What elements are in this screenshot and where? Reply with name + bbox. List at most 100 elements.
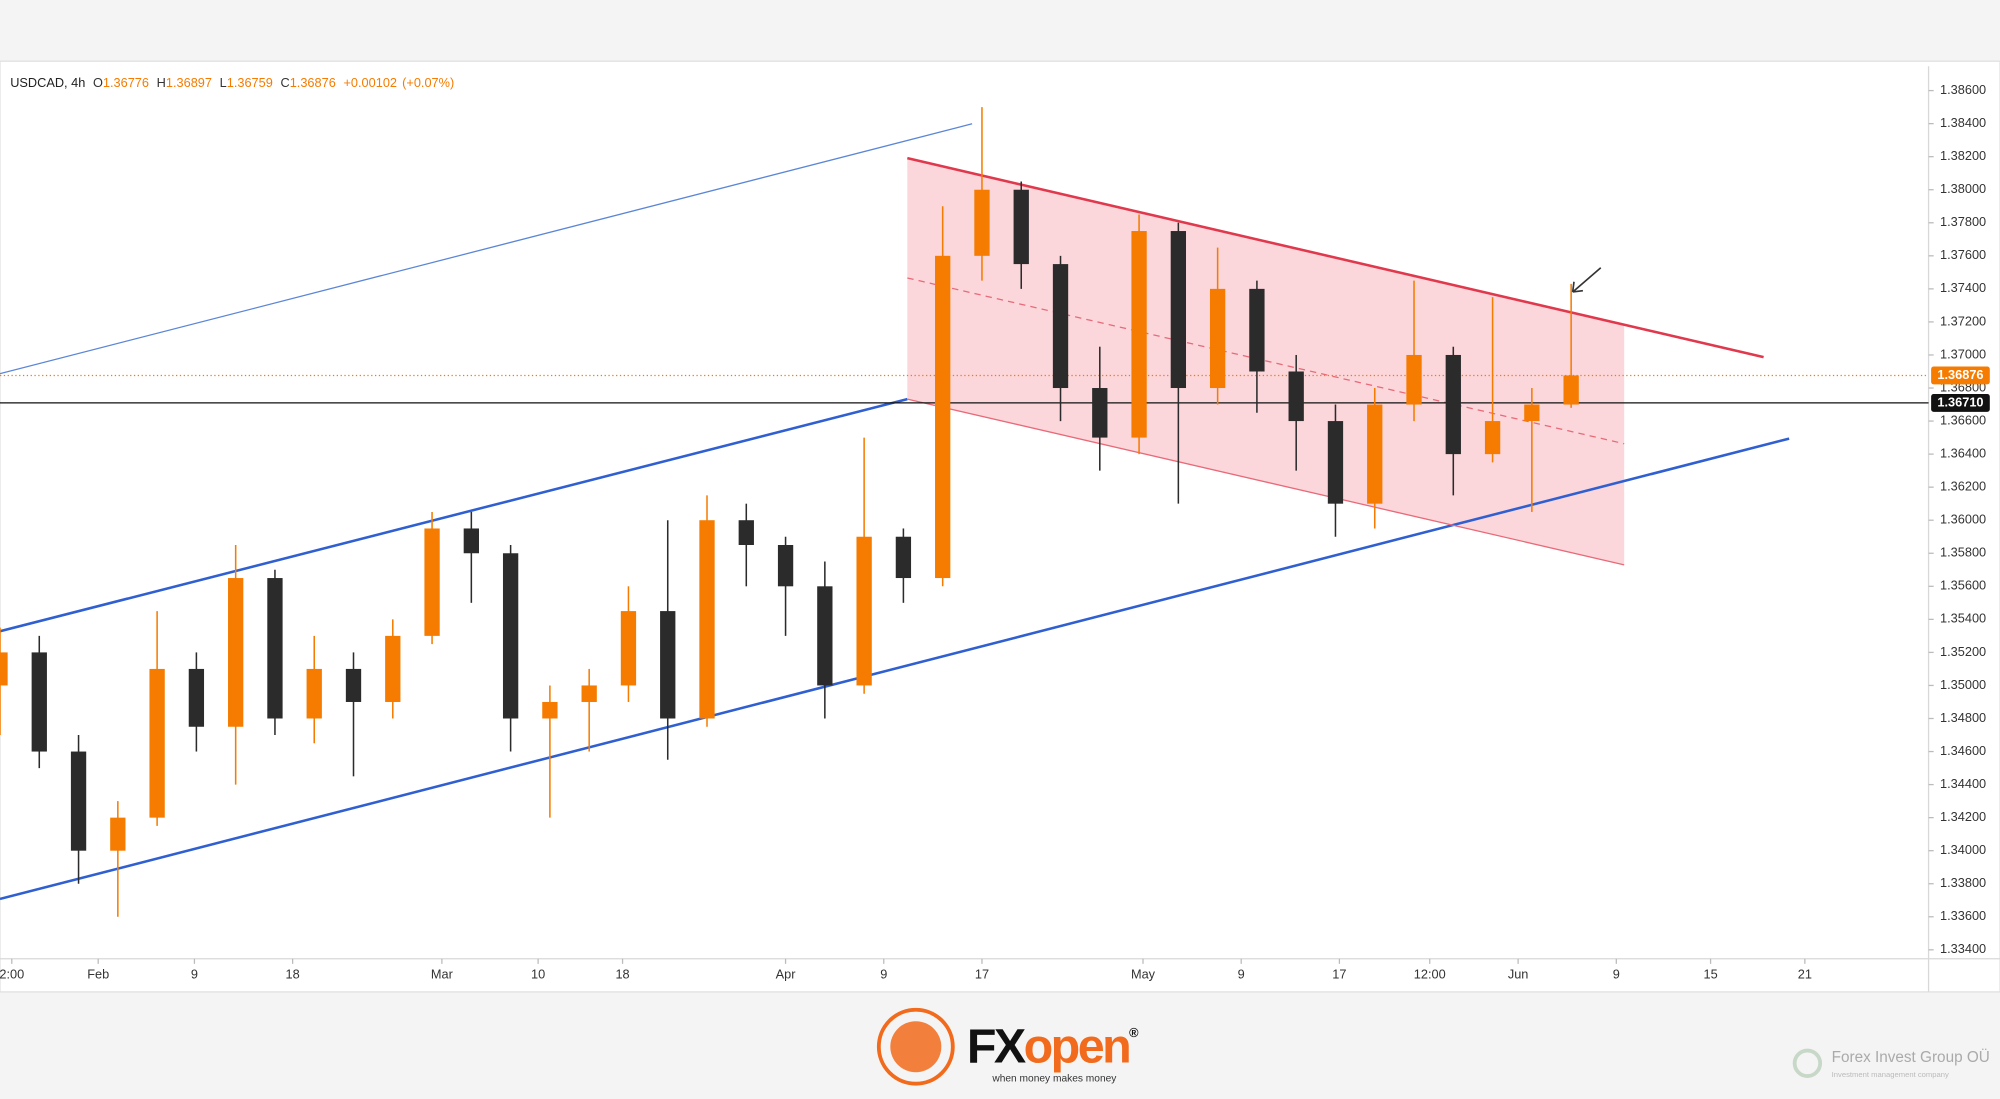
x-tick-label: Feb bbox=[87, 967, 109, 982]
candle-layer bbox=[0, 107, 1579, 917]
x-tick-label: 17 bbox=[1332, 967, 1346, 982]
brand-b: open bbox=[1024, 1019, 1130, 1073]
legend-key: C bbox=[280, 76, 289, 91]
y-tick-label: 1.37000 bbox=[1940, 346, 1986, 361]
ohlc-legend: USDCAD, 4h O1.36776 H1.36897 L1.36759 C1.368… bbox=[10, 76, 454, 91]
x-tick-label: 17 bbox=[975, 967, 989, 982]
candle-body bbox=[1484, 421, 1501, 455]
y-tick-label: 1.34400 bbox=[1940, 776, 1986, 791]
legend-key: H bbox=[157, 76, 166, 91]
candle-body bbox=[895, 536, 912, 579]
axis-layer: 1.33400 1.33600 1.33800 1.34000 1.34200 1.344… bbox=[0, 82, 1990, 982]
candle-body bbox=[502, 553, 519, 719]
y-tick-label: 1.36400 bbox=[1940, 445, 1986, 460]
company-name: Forex Invest Group OÜ bbox=[1832, 1048, 1990, 1066]
x-tick-label: Jun bbox=[1508, 967, 1529, 982]
candle-body bbox=[110, 817, 126, 851]
candle-body bbox=[542, 701, 558, 719]
x-tick-label: 9 bbox=[1613, 967, 1620, 982]
fill-layer bbox=[907, 158, 1625, 565]
legend-value: 1.36897 bbox=[166, 76, 212, 91]
y-tick-label: 1.33600 bbox=[1940, 908, 1986, 923]
x-tick-label: 18 bbox=[286, 967, 300, 982]
candle-body bbox=[1406, 354, 1422, 405]
candle-body bbox=[188, 668, 205, 727]
candle-body bbox=[620, 611, 637, 686]
legend-key: O bbox=[93, 76, 103, 91]
y-tick-label: 1.35600 bbox=[1940, 578, 1986, 593]
company: Forex Invest Group OÜ Investment managem… bbox=[1792, 1048, 1990, 1079]
y-tick-label: 1.35400 bbox=[1940, 611, 1986, 626]
price-label: 1.36710 bbox=[1937, 394, 1983, 409]
tagline: when money makes money bbox=[991, 1073, 1117, 1084]
change: +0.00102 bbox=[343, 76, 397, 91]
x-tick-label: 12:00 bbox=[1414, 967, 1446, 982]
arrow-annotation bbox=[1571, 267, 1602, 293]
x-tick-label: 15 bbox=[1703, 967, 1717, 982]
y-tick-label: 1.36000 bbox=[1940, 512, 1986, 527]
logo: FXopen® when money makes money bbox=[876, 1007, 1142, 1086]
x-tick-label: 9 bbox=[191, 967, 198, 982]
candle-body bbox=[424, 528, 440, 636]
x-tick-label: 18 bbox=[615, 967, 629, 982]
candle-body bbox=[974, 189, 990, 256]
trendline bbox=[0, 397, 908, 633]
channel-fill bbox=[907, 158, 1625, 565]
candle-body bbox=[1131, 231, 1147, 438]
y-tick-label: 1.38200 bbox=[1940, 148, 1986, 163]
y-tick-label: 1.36200 bbox=[1940, 479, 1986, 494]
brand-a: FX bbox=[967, 1019, 1026, 1073]
candle-body bbox=[1092, 388, 1108, 438]
x-tick-label: 10 bbox=[531, 967, 545, 982]
candle-body bbox=[1209, 288, 1226, 389]
change-pct: (+0.07%) bbox=[402, 76, 454, 91]
x-tick-label: 9 bbox=[1238, 967, 1245, 982]
y-tick-label: 1.38000 bbox=[1940, 181, 1986, 196]
y-tick-label: 1.36600 bbox=[1940, 412, 1986, 427]
candle-body bbox=[228, 578, 244, 727]
y-tick-label: 1.33400 bbox=[1940, 941, 1986, 956]
legend-key: L bbox=[220, 76, 227, 91]
candle-body bbox=[660, 611, 676, 719]
trendline bbox=[0, 437, 1790, 901]
candle-body bbox=[856, 536, 872, 686]
candle-body bbox=[817, 586, 833, 686]
trendline bbox=[907, 398, 1625, 566]
candle-body bbox=[70, 751, 87, 851]
candle-body bbox=[306, 668, 322, 719]
candle-body bbox=[1249, 288, 1265, 372]
trendline bbox=[0, 123, 973, 375]
x-tick-label: May bbox=[1131, 967, 1156, 982]
symbol: USDCAD, 4h bbox=[10, 76, 85, 91]
x-tick-label: 21 bbox=[1798, 967, 1812, 982]
y-tick-label: 1.35800 bbox=[1940, 545, 1986, 560]
y-tick-label: 1.37200 bbox=[1940, 313, 1986, 328]
line-layer bbox=[0, 123, 1929, 901]
logo-ring bbox=[876, 1007, 955, 1086]
price-label: 1.36876 bbox=[1937, 367, 1983, 382]
candle-body bbox=[1013, 189, 1029, 265]
candle-body bbox=[777, 544, 794, 587]
x-tick-label: Apr bbox=[776, 967, 797, 982]
price-label-box bbox=[1931, 393, 1990, 412]
logo-emblem bbox=[890, 1021, 942, 1073]
trendline bbox=[907, 277, 1625, 445]
candle-body bbox=[385, 635, 401, 702]
x-tick-label: Mar bbox=[431, 967, 454, 982]
candle-body bbox=[1170, 231, 1187, 389]
x-tick-label: 9 bbox=[880, 967, 887, 982]
candle-body bbox=[345, 668, 362, 702]
candle-body bbox=[463, 528, 479, 554]
candle-body bbox=[1367, 404, 1383, 504]
candle-body bbox=[1288, 371, 1304, 422]
company-icon bbox=[1792, 1048, 1823, 1078]
candle-body bbox=[581, 685, 597, 702]
candle-body bbox=[699, 520, 715, 719]
y-tick-label: 1.34600 bbox=[1940, 743, 1986, 758]
y-tick-label: 1.38400 bbox=[1940, 115, 1986, 130]
y-tick-label: 1.35200 bbox=[1940, 644, 1986, 659]
candle-body bbox=[1445, 354, 1461, 455]
price-label-box bbox=[1931, 366, 1990, 385]
candle-body bbox=[149, 668, 165, 818]
